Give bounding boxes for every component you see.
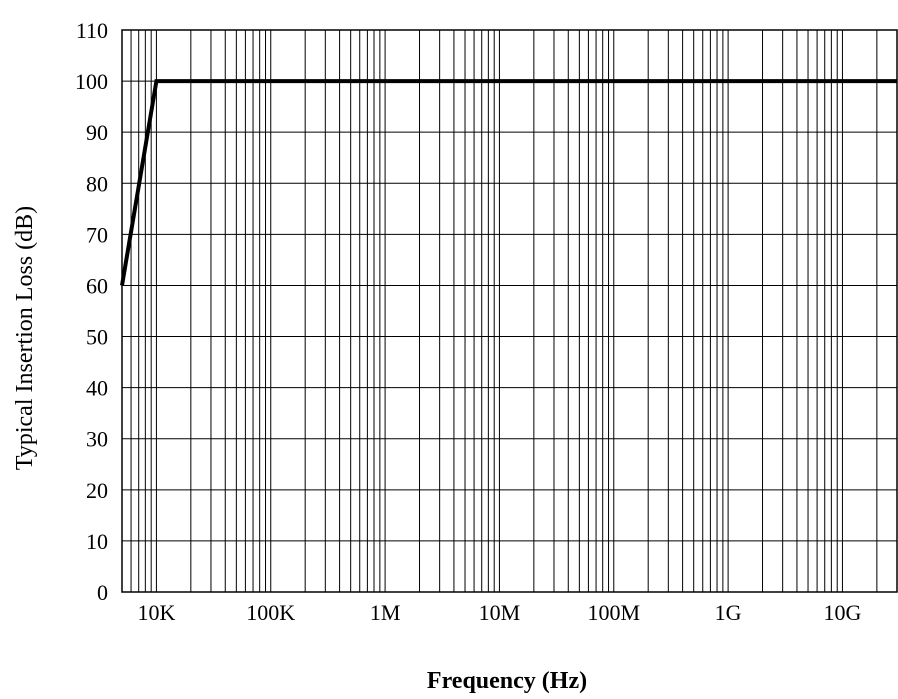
y-tick-label: 90 [86, 120, 108, 145]
x-tick-label: 100M [587, 600, 640, 625]
y-tick-label: 70 [86, 222, 108, 247]
x-tick-label: 100K [246, 600, 295, 625]
y-tick-label: 60 [86, 273, 108, 298]
x-tick-labels: 10K 100K 1M 10M 100M 1G 10G [137, 600, 861, 625]
y-tick-label: 80 [86, 171, 108, 196]
y-tick-labels: 0 10 20 30 40 50 60 70 80 90 100 110 [75, 18, 108, 605]
y-tick-label: 0 [97, 580, 108, 605]
x-tick-label: 10K [137, 600, 175, 625]
series-layer [120, 79, 897, 286]
x-axis-label: Frequency (Hz) [427, 668, 587, 694]
y-axis-label: Typical Insertion Loss (dB) [12, 206, 38, 470]
y-tick-label: 40 [86, 376, 108, 401]
x-tick-label: 10M [479, 600, 521, 625]
y-tick-label: 30 [86, 427, 108, 452]
x-tick-label: 1G [715, 600, 742, 625]
y-tick-label: 100 [75, 69, 108, 94]
y-tick-label: 20 [86, 478, 108, 503]
y-tick-label: 10 [86, 529, 108, 554]
plot-frame [121, 29, 898, 593]
x-tick-label: 1M [370, 600, 401, 625]
y-tick-label: 110 [76, 18, 108, 43]
grid [121, 29, 898, 593]
y-tick-label: 50 [86, 325, 108, 350]
x-tick-label: 10G [824, 600, 862, 625]
series-line-1 [120, 79, 897, 286]
